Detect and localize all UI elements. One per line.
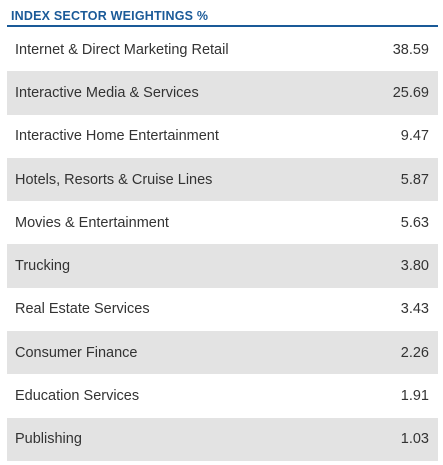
- sector-label: Trucking: [15, 258, 71, 275]
- sector-weight: 1.91: [400, 388, 429, 405]
- sector-weight: 25.69: [392, 84, 429, 101]
- sector-label: Publishing: [15, 431, 82, 448]
- table-row: Trucking 3.80: [7, 244, 438, 288]
- table-row: Education Services 1.91: [7, 374, 438, 417]
- sector-weight: 5.87: [400, 171, 429, 188]
- table-row: Consumer Finance 2.26: [7, 331, 438, 375]
- weightings-table: Internet & Direct Marketing Retail 38.59…: [7, 28, 438, 461]
- sector-label: Consumer Finance: [15, 344, 138, 361]
- sector-label: Education Services: [15, 388, 140, 405]
- sector-weightings-widget: INDEX SECTOR WEIGHTINGS % Internet & Dir…: [7, 7, 438, 461]
- table-row: Movies & Entertainment 5.63: [7, 201, 438, 244]
- sector-weight: 38.59: [392, 41, 429, 58]
- sector-label: Internet & Direct Marketing Retail: [15, 41, 229, 58]
- section-title: INDEX SECTOR WEIGHTINGS %: [7, 7, 438, 27]
- sector-weight: 5.63: [400, 214, 429, 231]
- sector-label: Interactive Home Entertainment: [15, 128, 219, 145]
- sector-label: Hotels, Resorts & Cruise Lines: [15, 171, 213, 188]
- sector-weight: 1.03: [400, 431, 429, 448]
- table-row: Interactive Media & Services 25.69: [7, 71, 438, 115]
- table-row: Internet & Direct Marketing Retail 38.59: [7, 28, 438, 71]
- sector-label: Real Estate Services: [15, 301, 150, 318]
- table-row: Interactive Home Entertainment 9.47: [7, 115, 438, 158]
- sector-weight: 2.26: [400, 344, 429, 361]
- table-row: Publishing 1.03: [7, 417, 438, 461]
- table-row: Hotels, Resorts & Cruise Lines 5.87: [7, 157, 438, 202]
- table-row: Real Estate Services 3.43: [7, 288, 438, 331]
- sector-weight: 3.80: [400, 258, 429, 275]
- sector-label: Movies & Entertainment: [15, 214, 169, 231]
- sector-label: Interactive Media & Services: [15, 84, 199, 101]
- sector-weight: 9.47: [400, 128, 429, 145]
- sector-weight: 3.43: [400, 301, 429, 318]
